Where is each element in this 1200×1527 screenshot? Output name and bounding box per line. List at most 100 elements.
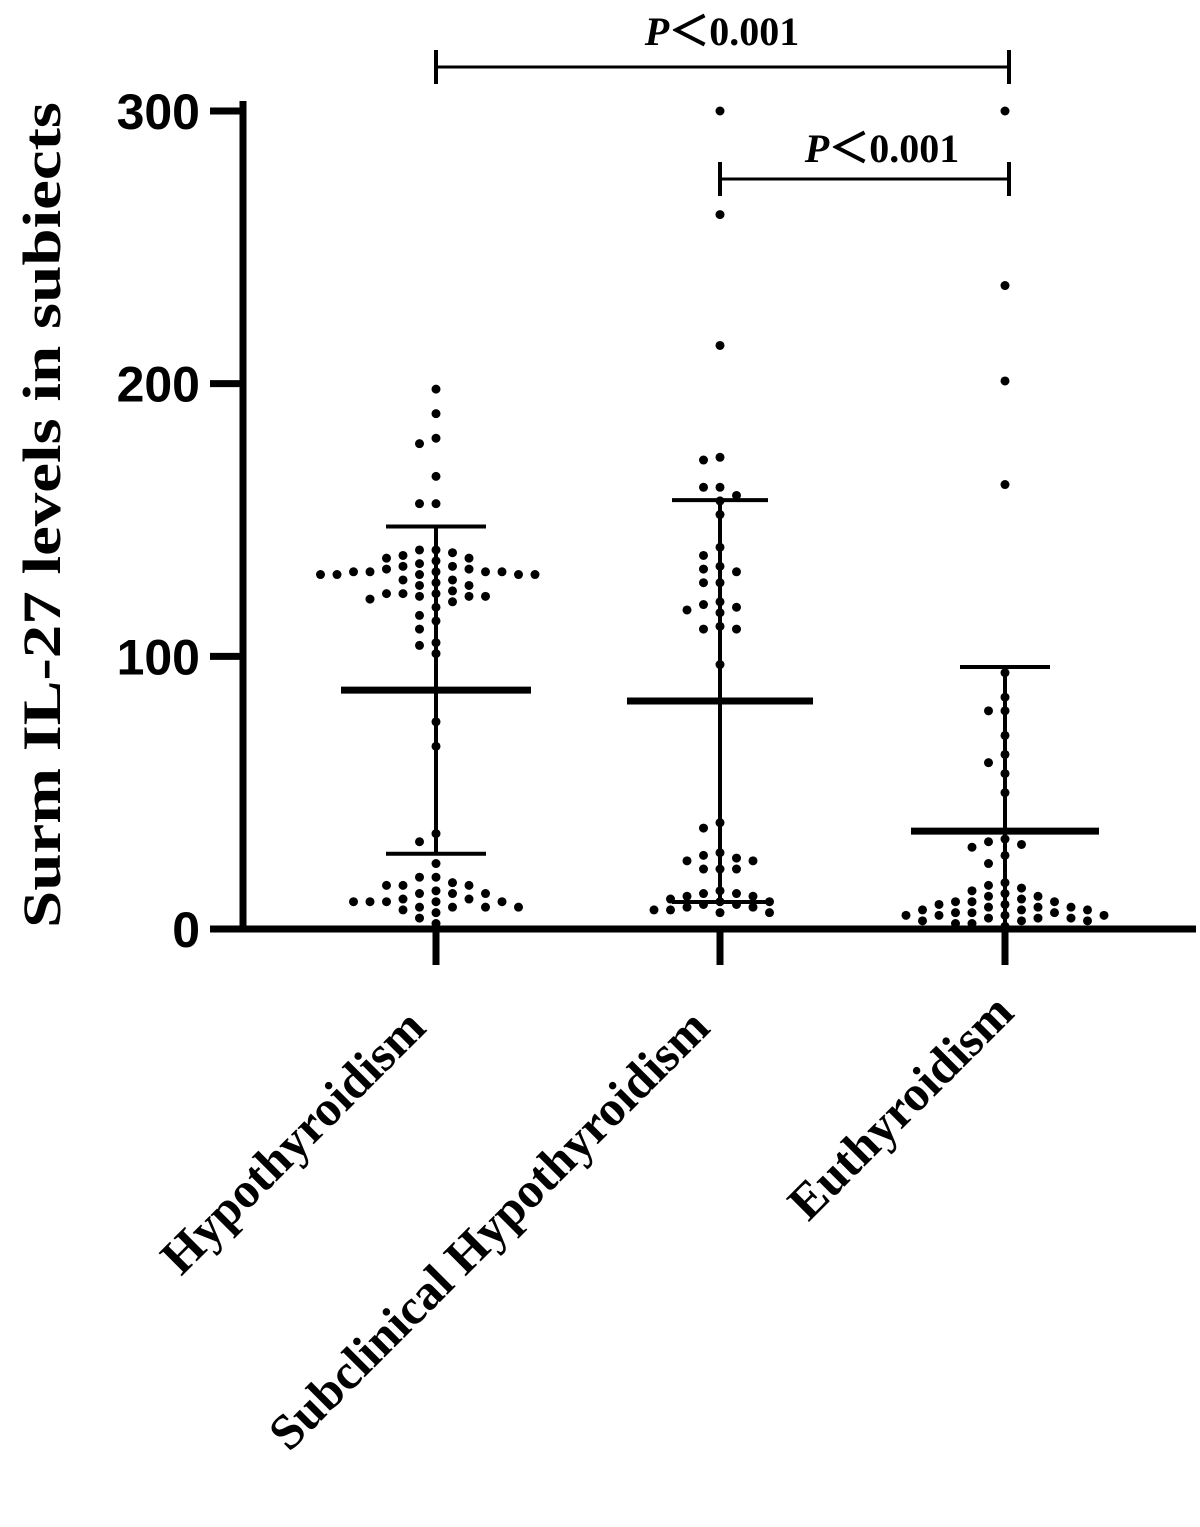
data-point bbox=[951, 908, 960, 918]
data-point bbox=[1000, 749, 1010, 759]
data-point bbox=[699, 823, 708, 833]
data-point bbox=[715, 886, 725, 896]
data-point bbox=[682, 891, 692, 901]
data-point bbox=[732, 567, 741, 577]
data-point bbox=[497, 567, 507, 577]
data-point bbox=[934, 899, 944, 909]
data-point bbox=[699, 600, 708, 610]
data-point bbox=[699, 455, 708, 465]
data-point bbox=[1017, 905, 1026, 915]
data-point bbox=[682, 902, 692, 912]
y-ticks: 0 100 200 300 bbox=[117, 84, 243, 958]
data-point bbox=[431, 717, 441, 727]
data-point bbox=[984, 913, 993, 923]
data-point bbox=[984, 837, 993, 847]
data-point bbox=[415, 499, 424, 509]
data-point bbox=[732, 899, 741, 909]
data-point bbox=[1000, 878, 1010, 888]
bracket-subclinical-vs-euthyroidism: P＜0.001 bbox=[718, 126, 1011, 196]
data-point bbox=[349, 897, 358, 907]
data-point bbox=[382, 897, 391, 907]
data-point bbox=[415, 913, 424, 923]
significance-annotations: P＜0.001 P＜0.001 bbox=[434, 9, 1011, 196]
data-point bbox=[431, 638, 441, 648]
data-point bbox=[715, 818, 725, 828]
data-point bbox=[748, 856, 758, 866]
data-point bbox=[934, 910, 944, 920]
data-point bbox=[448, 548, 457, 558]
data-point bbox=[431, 886, 441, 896]
data-point bbox=[448, 878, 457, 888]
data-point bbox=[431, 471, 441, 481]
data-point bbox=[464, 564, 474, 574]
data-point bbox=[699, 850, 708, 860]
data-point bbox=[415, 889, 424, 899]
data-point bbox=[448, 586, 457, 596]
data-point bbox=[481, 567, 490, 577]
data-point bbox=[715, 542, 725, 552]
data-point bbox=[514, 902, 523, 912]
data-point bbox=[967, 842, 977, 852]
data-point bbox=[732, 889, 741, 899]
data-point bbox=[398, 561, 408, 571]
data-point bbox=[1000, 281, 1010, 291]
data-point bbox=[464, 591, 474, 601]
data-point bbox=[464, 894, 474, 904]
data-point bbox=[431, 649, 441, 659]
data-point bbox=[715, 496, 725, 506]
data-point bbox=[951, 897, 960, 907]
data-point bbox=[699, 550, 708, 560]
data-point bbox=[398, 894, 408, 904]
data-point bbox=[1000, 910, 1010, 920]
data-point bbox=[365, 567, 375, 577]
data-point bbox=[464, 553, 474, 563]
data-point bbox=[431, 829, 441, 839]
data-point bbox=[431, 433, 441, 443]
data-point bbox=[984, 859, 993, 869]
y-tick-label: 0 bbox=[172, 902, 200, 958]
data-point bbox=[431, 908, 441, 918]
data-point bbox=[715, 106, 725, 116]
data-point bbox=[431, 589, 441, 599]
data-point bbox=[715, 452, 725, 462]
data-point bbox=[431, 859, 441, 869]
data-point bbox=[984, 880, 993, 890]
p-value-label: P＜0.001 bbox=[644, 9, 799, 54]
data-point bbox=[1000, 921, 1010, 931]
data-point bbox=[481, 889, 490, 899]
data-point bbox=[431, 741, 441, 751]
data-point bbox=[398, 880, 408, 890]
data-point bbox=[398, 905, 408, 915]
data-point bbox=[431, 897, 441, 907]
data-point bbox=[398, 575, 408, 585]
data-point bbox=[530, 570, 540, 580]
data-point bbox=[699, 564, 708, 574]
data-point bbox=[1000, 834, 1010, 844]
data-point bbox=[732, 490, 741, 500]
data-point bbox=[431, 616, 441, 626]
data-point bbox=[765, 897, 774, 907]
data-point bbox=[1066, 902, 1076, 912]
bracket-hypo-vs-euthyroidism: P＜0.001 bbox=[434, 9, 1011, 84]
data-point bbox=[967, 897, 977, 907]
data-point bbox=[1000, 850, 1010, 860]
data-point bbox=[1050, 908, 1059, 918]
data-point bbox=[715, 660, 725, 670]
data-point bbox=[1000, 788, 1010, 798]
data-point bbox=[415, 837, 424, 847]
data-point bbox=[1017, 894, 1026, 904]
data-point bbox=[431, 384, 441, 394]
data-point bbox=[481, 902, 490, 912]
y-tick-label: 300 bbox=[117, 84, 200, 140]
data-point bbox=[1066, 913, 1076, 923]
data-point bbox=[699, 899, 708, 909]
data-point bbox=[398, 550, 408, 560]
data-point bbox=[715, 864, 725, 874]
data-point bbox=[514, 570, 523, 580]
y-tick-label: 100 bbox=[117, 629, 200, 685]
data-point bbox=[715, 908, 725, 918]
data-point bbox=[984, 758, 993, 768]
data-point bbox=[682, 856, 692, 866]
data-point bbox=[398, 589, 408, 599]
